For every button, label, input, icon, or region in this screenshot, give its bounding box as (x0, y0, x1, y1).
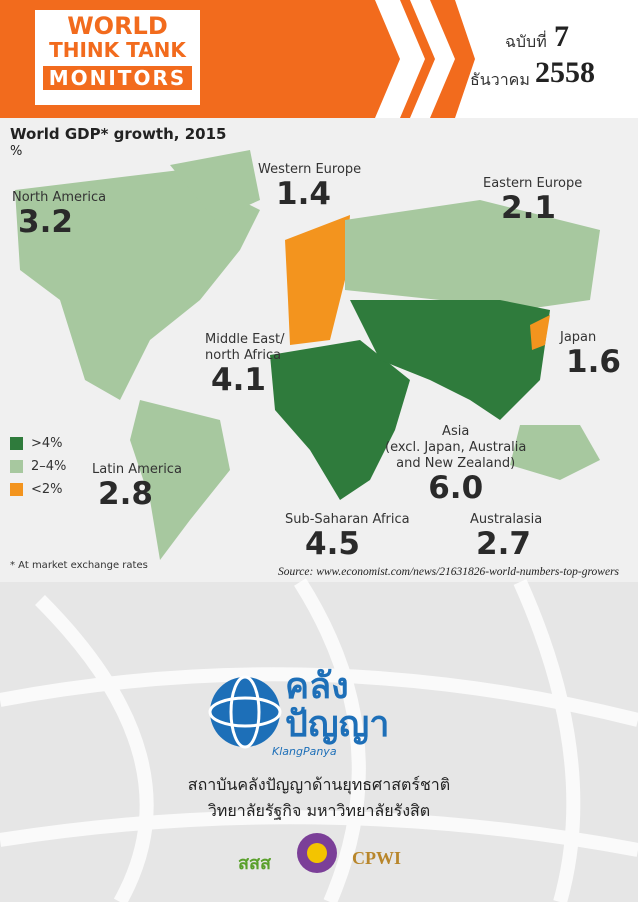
region-name: Australasia (470, 512, 543, 527)
issue-number: 7 (554, 20, 569, 53)
region-name: Western Europe (258, 162, 362, 177)
institution-line: สถาบันคลังปัญญาด้านยุทธศาสตร์ชาติ (187, 775, 451, 794)
region-value: 1.6 (566, 344, 621, 380)
region: Eastern Europe 2.1 (483, 176, 582, 224)
region: North America 3.2 (12, 190, 106, 238)
institution: สถาบันคลังปัญญาด้านยุทธศาสตร์ชาติ วิทยาล… (0, 772, 638, 824)
legend-label: >4% (31, 435, 63, 451)
legend-swatch (10, 483, 23, 496)
region-name: North America (12, 190, 107, 205)
legend-swatch (10, 460, 23, 473)
footnote: * At market exchange rates (10, 560, 148, 571)
brand-line: คลัง (285, 666, 349, 707)
emblem (297, 833, 337, 873)
globe-icon (208, 675, 282, 749)
institution-line: วิทยาลัยรัฐกิจ มหาวิทยาลัยรังสิต (207, 801, 431, 820)
region-name: Eastern Europe (483, 176, 583, 191)
region: Japan 1.6 (560, 330, 621, 378)
region-name: Sub-Saharan Africa (285, 512, 410, 527)
region-name: Asia (442, 424, 470, 439)
logo-line: MONITORS (43, 66, 192, 90)
region-value: 2.1 (501, 190, 556, 226)
region-name: Middle East/ (205, 332, 285, 347)
region: Middle East/north Africa 4.1 (205, 332, 285, 396)
legend-item: 2–4% (10, 455, 66, 478)
map-unit: % (10, 144, 23, 159)
issue-label: ฉบับที่ (505, 32, 547, 51)
logo-line: WORLD (67, 12, 168, 40)
legend-label: 2–4% (31, 458, 67, 474)
region-name: (excl. Japan, Australia (385, 440, 527, 455)
legend-swatch (10, 437, 23, 450)
legend-item: <2% (10, 478, 66, 501)
legend-item: >4% (10, 432, 66, 455)
logo: WORLD THINK TANK MONITORS (35, 14, 200, 90)
region-name: north Africa (205, 348, 282, 363)
region-value: 2.7 (476, 526, 531, 562)
region-name: and New Zealand) (396, 456, 516, 471)
region: Asia (excl. Japan, Australia and New Zeala… (385, 424, 526, 504)
region: Latin America 2.8 (92, 462, 182, 510)
year: 2558 (535, 56, 595, 89)
map-title: World GDP* growth, 2015 (10, 125, 227, 143)
region-name: Japan (560, 330, 597, 345)
legend: >4% 2–4% <2% (10, 432, 66, 501)
legend-label: <2% (31, 481, 63, 497)
partner-logo: CPWI (352, 848, 401, 868)
region: Sub-Saharan Africa 4.5 (285, 512, 410, 560)
region-value: 1.4 (276, 176, 331, 212)
region-name: Latin America (92, 462, 182, 477)
brand-line: ปัญญา (285, 704, 390, 745)
region-value: 4.1 (211, 362, 266, 398)
region: Australasia 2.7 (470, 512, 542, 560)
logo-line: THINK TANK (49, 38, 186, 62)
month: ธันวาคม (470, 70, 530, 89)
brand: คลัง ปัญญา (285, 668, 389, 744)
region-value: 4.5 (305, 526, 360, 562)
region: Western Europe 1.4 (258, 162, 361, 210)
region-value: 3.2 (18, 204, 73, 240)
region-value: 6.0 (428, 470, 484, 506)
partner-logo: สสส (238, 853, 271, 874)
source: Source: www.economist.com/news/21631826-… (278, 566, 620, 578)
brand-latin: KlangPanya (272, 745, 337, 758)
region-value: 2.8 (98, 476, 153, 512)
